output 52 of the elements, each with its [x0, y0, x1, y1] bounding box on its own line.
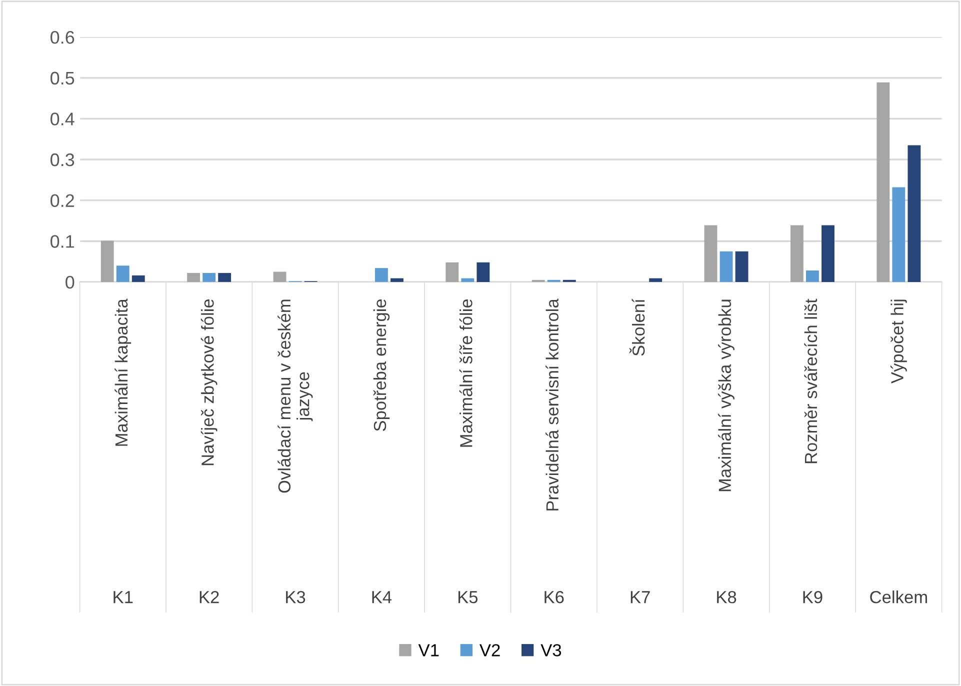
y-tick-label: 0 [66, 276, 74, 289]
bar [720, 251, 733, 282]
bar [822, 225, 834, 282]
bar [187, 272, 200, 282]
x-tick-label: Školení [629, 298, 645, 356]
x-tick-label: Rozměr svářecích lišt [804, 298, 818, 464]
y-tick-label: 0.6 [50, 30, 74, 44]
x-tick-label: Maximální šíře fólie [459, 299, 472, 447]
bar [218, 272, 232, 282]
legend-label: V2 [480, 644, 500, 656]
text: K6 [544, 590, 564, 604]
bar [892, 187, 906, 282]
x-tick-label: Maximální kapacita [114, 298, 132, 446]
text: K7 [630, 591, 650, 604]
bar [202, 272, 216, 282]
y-tick-label: 0.3 [50, 153, 74, 166]
y-tick-label: 0.2 [50, 194, 74, 208]
x-tick-label: Ovládací menu v českém jazyce [278, 300, 313, 493]
x-tick-label: Spotřeba energie [373, 299, 390, 432]
bar [375, 268, 388, 282]
text: K5 [458, 591, 478, 604]
text: K3 [286, 590, 306, 604]
text: K4 [372, 591, 392, 604]
text: K8 [717, 590, 736, 604]
legend-label: V3 [540, 644, 562, 656]
bar [116, 266, 130, 282]
bar [100, 240, 114, 282]
x-tick-label: Maximální výška výrobku [718, 300, 734, 492]
y-tick-label: 0.5 [50, 72, 74, 85]
bar [876, 82, 890, 282]
x-tick-label: Pravidelná servisní kontrola [546, 298, 559, 510]
y-tick-label: 0.1 [50, 235, 74, 248]
bar [704, 225, 718, 282]
text: K1 [114, 591, 133, 604]
x-tick-label: Výpočet hij [890, 300, 907, 384]
y-tick-label: 0.4 [50, 112, 74, 126]
bar [390, 278, 404, 282]
bar [908, 145, 921, 282]
bar [806, 270, 819, 282]
bar [790, 225, 804, 282]
bar [446, 262, 459, 282]
text: K2 [200, 590, 219, 604]
bar [735, 251, 748, 282]
legend-label: V1 [418, 644, 439, 656]
bar [649, 278, 662, 282]
text: Celkem [870, 590, 927, 604]
text: K9 [803, 590, 822, 604]
x-tick-label: Navíječ zbytkové fólie [200, 299, 218, 466]
bar [476, 262, 490, 282]
bar [132, 275, 145, 282]
bar [273, 272, 286, 282]
bar [461, 278, 474, 282]
